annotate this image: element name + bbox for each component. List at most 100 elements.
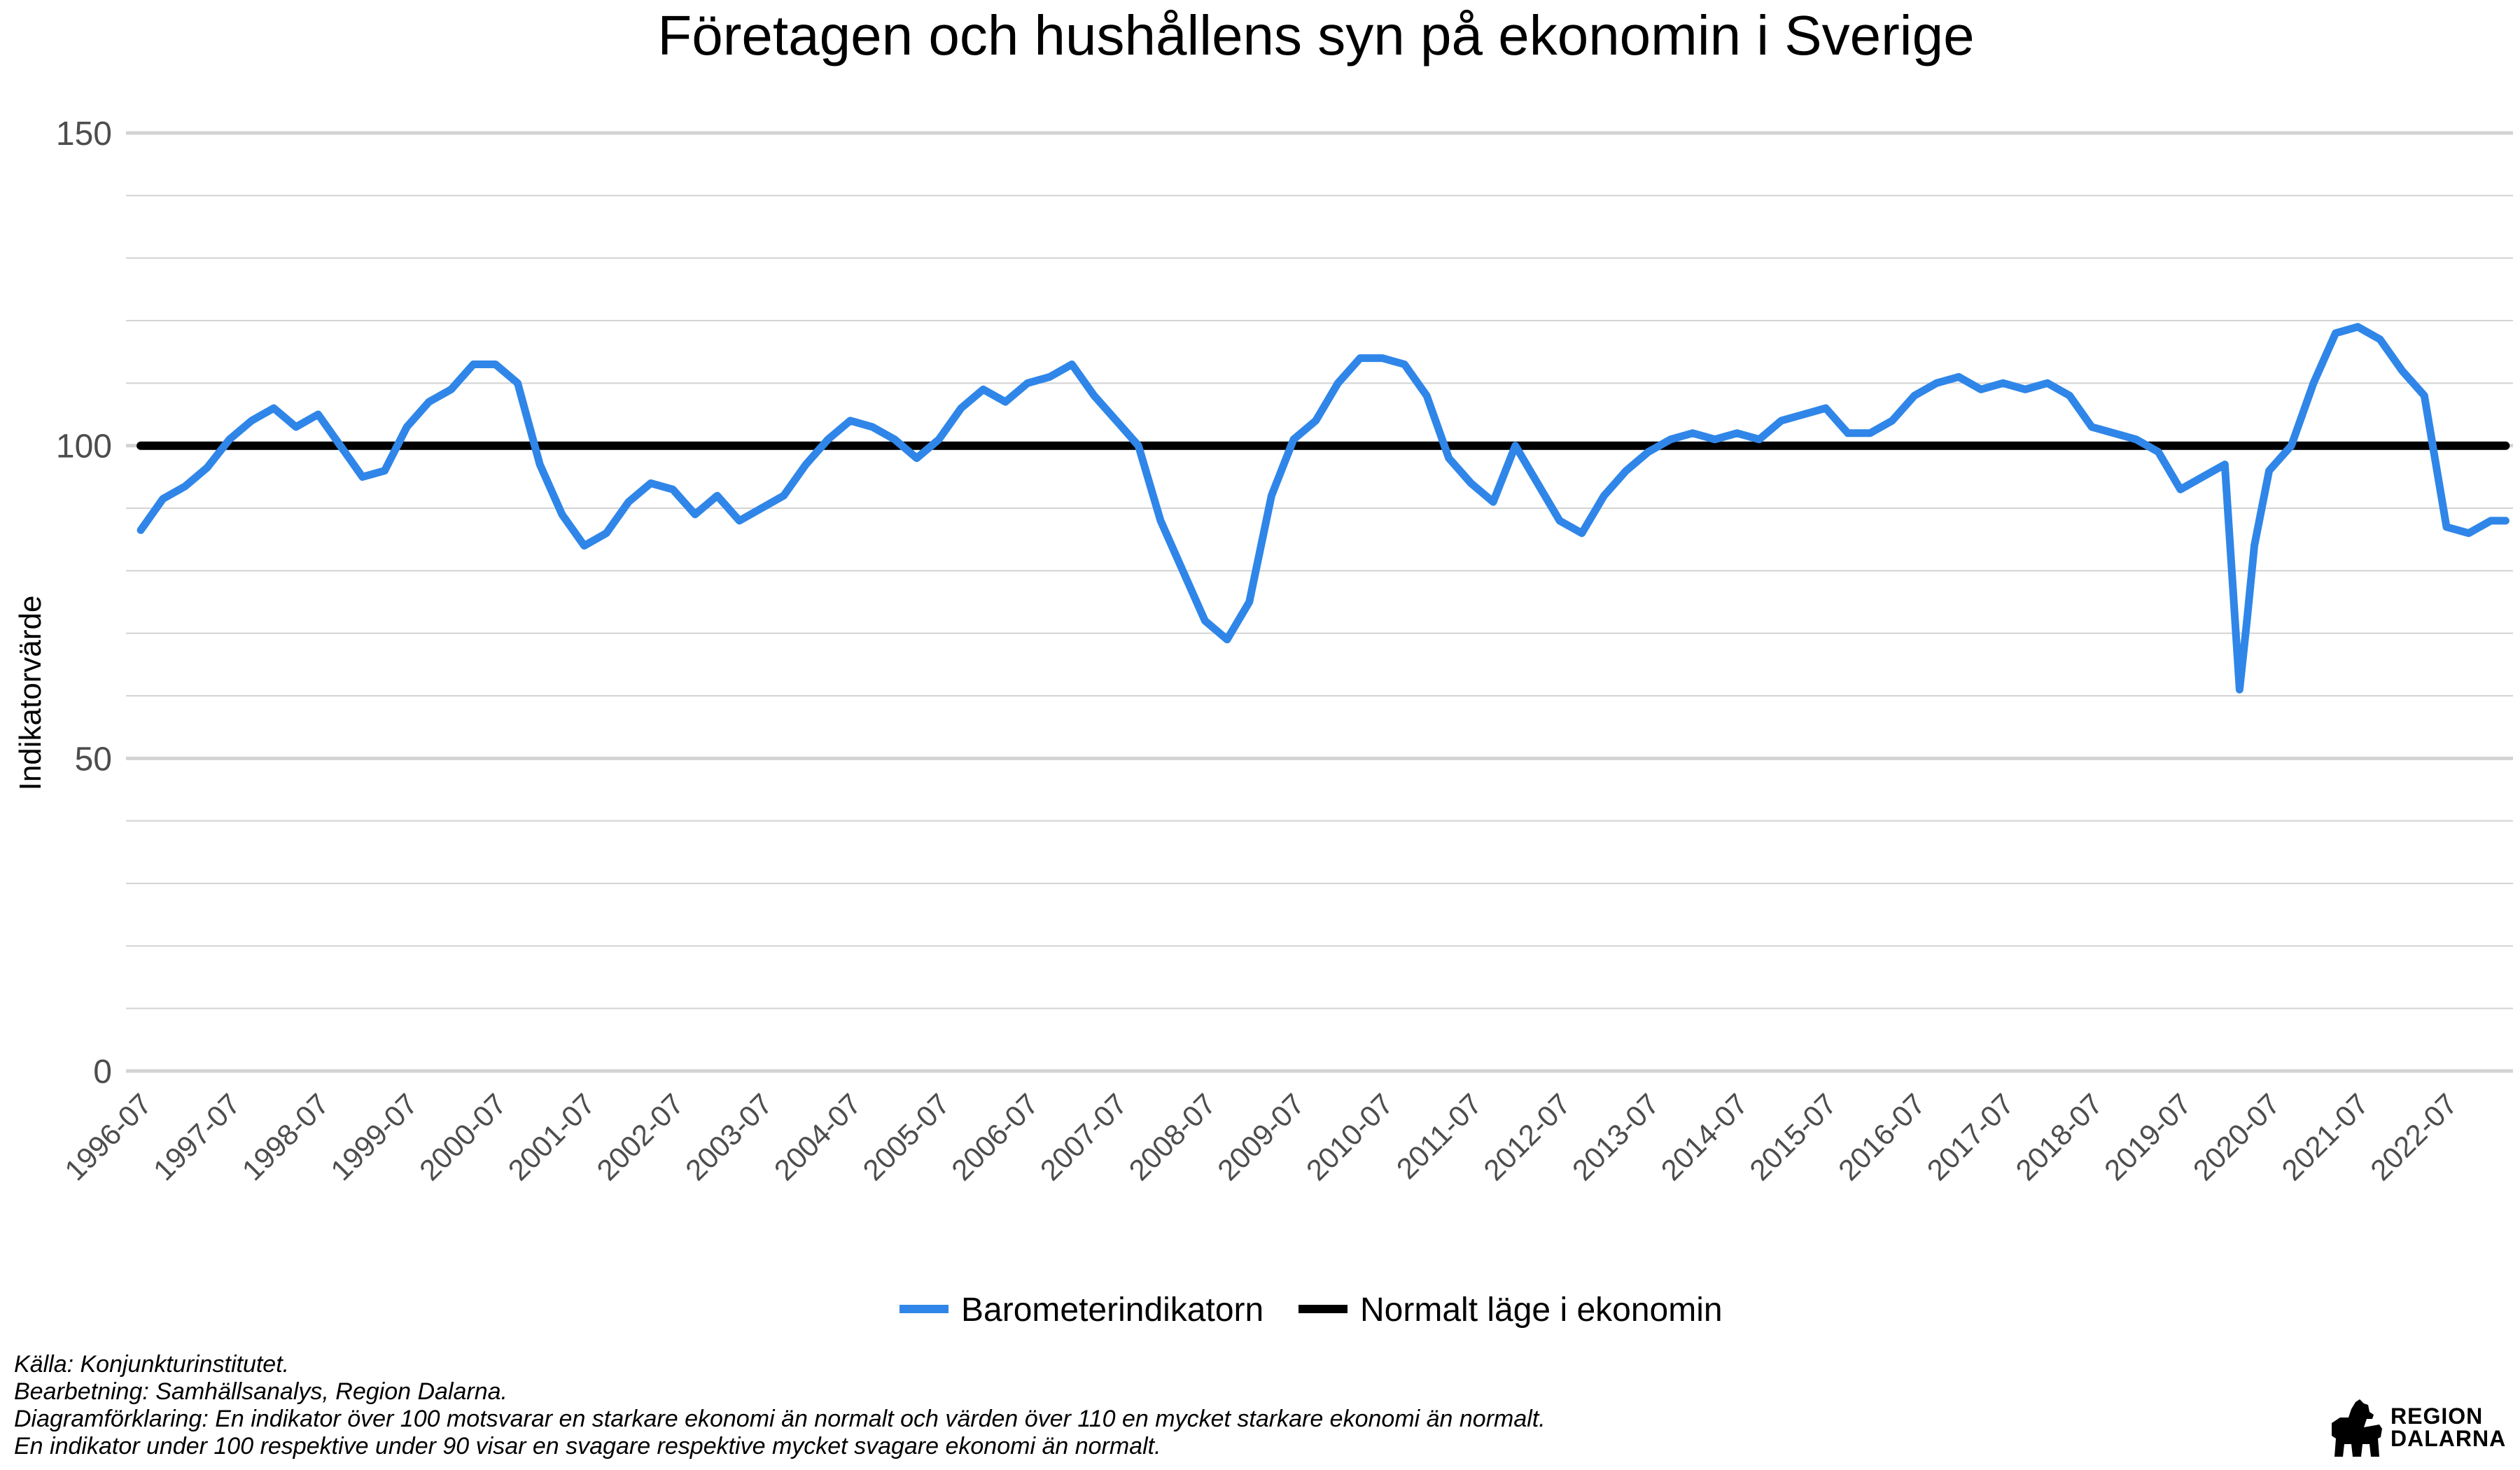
- data-point: [1869, 432, 1871, 434]
- data-point: [317, 414, 319, 415]
- data-point: [1514, 444, 1516, 447]
- data-point: [650, 482, 652, 484]
- x-tick-label: 2014-07: [1655, 1087, 1754, 1186]
- data-point: [1913, 395, 1915, 397]
- data-point: [561, 513, 563, 515]
- data-point: [606, 532, 608, 534]
- data-point: [1581, 532, 1583, 534]
- data-point: [1027, 382, 1028, 384]
- x-tick-label: 2011-07: [1390, 1087, 1488, 1185]
- data-point: [960, 407, 962, 410]
- x-tick-label: 2022-07: [2364, 1087, 2463, 1186]
- data-point: [1470, 482, 1472, 484]
- logo-text: REGION DALARNA: [2390, 1405, 2506, 1450]
- data-point: [672, 489, 674, 491]
- data-point: [938, 438, 940, 440]
- data-point: [2490, 519, 2492, 522]
- data-point: [1802, 414, 1805, 415]
- data-point: [2246, 620, 2248, 622]
- series-layer: [136, 323, 2510, 694]
- data-point: [2253, 545, 2255, 547]
- y-tick-label: 100: [56, 428, 112, 465]
- region-dalarna-logo: REGION DALARNA: [2328, 1396, 2510, 1460]
- data-point: [916, 457, 918, 459]
- x-tick-label: 2000-07: [413, 1087, 512, 1186]
- x-tick-label: 2020-07: [2187, 1087, 2286, 1186]
- data-point: [340, 444, 342, 447]
- data-point: [2313, 382, 2314, 384]
- data-point: [1980, 388, 1982, 391]
- data-point: [760, 507, 762, 509]
- data-point: [2157, 451, 2160, 453]
- y-tick-label: 50: [75, 741, 112, 778]
- x-tick-label: 2013-07: [1566, 1087, 1665, 1186]
- data-point: [1847, 432, 1849, 434]
- data-point: [1115, 419, 1117, 421]
- data-point: [406, 426, 408, 428]
- data-point: [1381, 357, 1383, 359]
- minor-gridlines: [126, 195, 2513, 1009]
- dala-horse-icon: [2332, 1399, 2382, 1457]
- data-point: [1736, 432, 1738, 434]
- data-point: [2002, 382, 2004, 384]
- data-point: [251, 419, 253, 421]
- data-point: [716, 495, 718, 497]
- data-point: [1492, 501, 1494, 503]
- y-axis-label: Indikatorvärde: [13, 596, 48, 791]
- data-point: [472, 363, 475, 365]
- data-point: [1160, 519, 1161, 522]
- data-point: [1670, 438, 1672, 440]
- data-point: [140, 529, 142, 531]
- data-point: [2091, 426, 2093, 428]
- data-point: [1758, 438, 1760, 440]
- x-tick-label: 2001-07: [502, 1087, 601, 1186]
- data-point: [694, 513, 696, 515]
- data-point: [1891, 419, 1893, 421]
- data-point: [1603, 495, 1605, 497]
- x-tick-label: 2018-07: [2009, 1087, 2108, 1186]
- x-tick-label: 1996-07: [58, 1087, 158, 1186]
- data-point: [1049, 376, 1051, 378]
- data-point: [2468, 532, 2470, 534]
- x-tick-label: 2019-07: [2098, 1087, 2197, 1186]
- chart-explanation-note: Diagramförklaring: En indikator över 100…: [14, 1406, 1546, 1432]
- data-point: [2334, 332, 2337, 334]
- chart-explanation-note-2: En indikator under 100 respektive under …: [14, 1433, 1161, 1460]
- data-point: [1270, 495, 1273, 497]
- x-tick-labels: 1996-071997-071998-071999-072000-072001-…: [58, 1087, 2463, 1186]
- data-point: [1780, 419, 1782, 421]
- data-point: [228, 438, 230, 440]
- x-tick-label: 2007-07: [1034, 1087, 1133, 1186]
- data-point: [2423, 395, 2426, 397]
- legend-label-barometerindikatorn: Barometerindikatorn: [961, 1292, 1264, 1329]
- data-point: [982, 388, 984, 391]
- x-tick-label: 2002-07: [590, 1087, 690, 1186]
- data-point: [384, 470, 386, 472]
- data-point: [1647, 451, 1649, 453]
- data-point: [1426, 395, 1428, 397]
- data-point: [2357, 326, 2359, 328]
- data-point: [2239, 689, 2241, 691]
- data-point: [2290, 444, 2292, 447]
- x-tick-label: 1999-07: [324, 1087, 424, 1186]
- chart-title: Företagen och hushållens syn på ekonomin…: [657, 4, 1974, 66]
- x-tick-label: 2005-07: [856, 1087, 955, 1186]
- logo-line-1: REGION: [2390, 1404, 2484, 1429]
- data-point: [273, 407, 275, 410]
- data-point: [1226, 638, 1228, 640]
- data-point: [361, 476, 363, 478]
- data-point: [1293, 438, 1294, 440]
- data-point: [2068, 395, 2071, 397]
- processing-note: Bearbetning: Samhällsanalys, Region Dala…: [14, 1378, 507, 1405]
- data-point: [1448, 457, 1450, 459]
- x-tick-label: 2017-07: [1921, 1087, 2020, 1186]
- x-tick-label: 2010-07: [1300, 1087, 1399, 1186]
- data-point: [2024, 388, 2026, 391]
- data-point: [1182, 570, 1184, 572]
- data-point: [2179, 489, 2181, 491]
- x-tick-label: 2016-07: [1832, 1087, 1931, 1186]
- data-point: [450, 388, 452, 391]
- major-gridlines: [126, 131, 2513, 1073]
- x-tick-label: 2008-07: [1122, 1087, 1222, 1186]
